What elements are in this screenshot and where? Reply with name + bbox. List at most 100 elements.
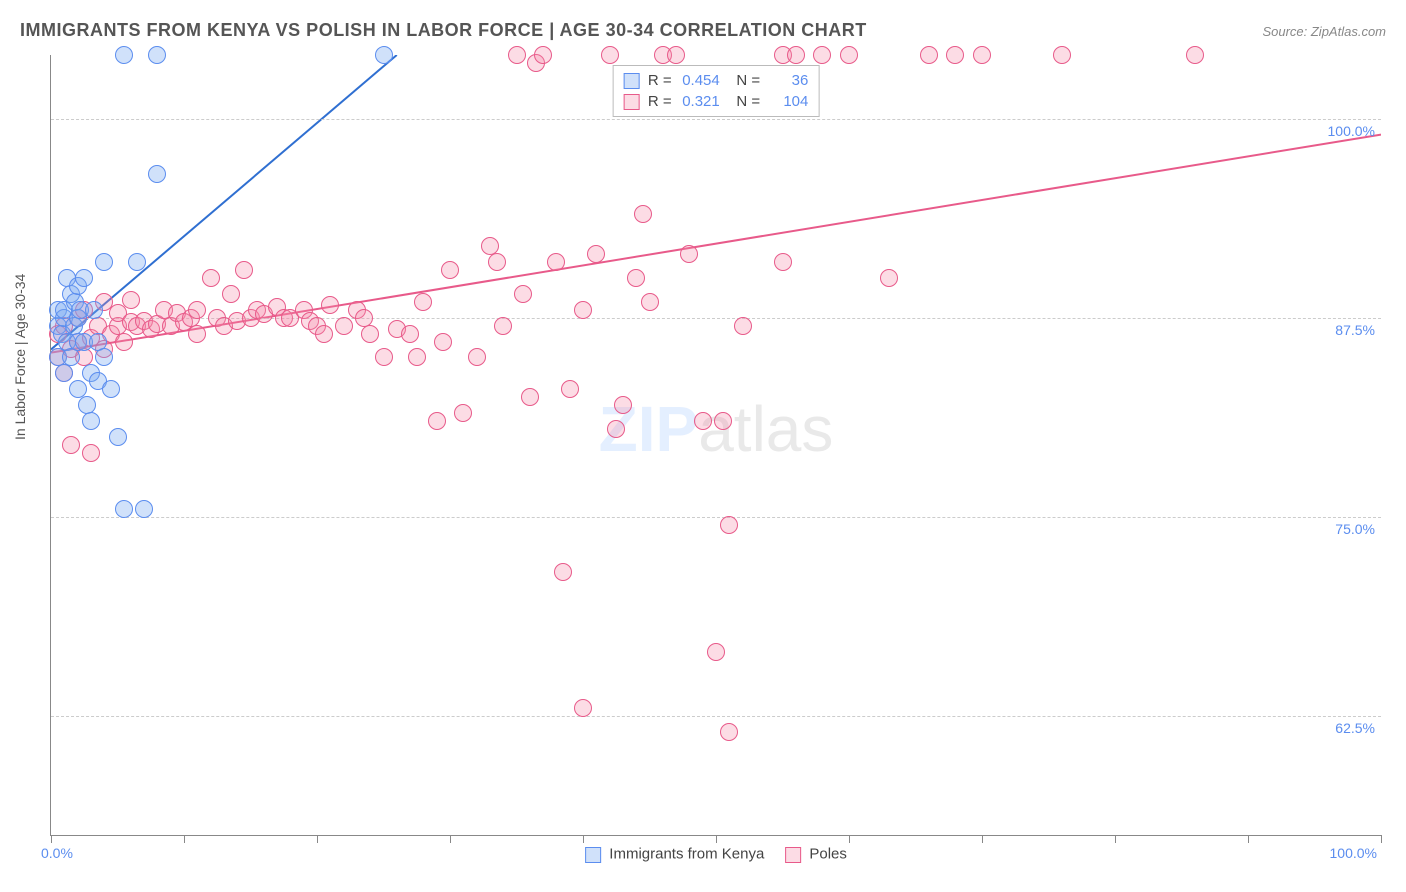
y-axis-tick-label: 62.5% xyxy=(1335,720,1375,736)
x-axis-tick xyxy=(317,835,318,843)
kenya-point xyxy=(85,301,103,319)
r-label: R = xyxy=(648,72,672,89)
poles-point xyxy=(202,269,220,287)
stats-legend-box: R = 0.454 N = 36 R = 0.321 N = 104 xyxy=(613,65,820,117)
poles-point xyxy=(1053,46,1071,64)
poles-point xyxy=(707,643,725,661)
poles-point xyxy=(634,205,652,223)
swatch-poles xyxy=(624,94,640,110)
poles-point xyxy=(734,317,752,335)
poles-point xyxy=(315,325,333,343)
x-axis-tick xyxy=(1381,835,1382,843)
kenya-point xyxy=(82,412,100,430)
poles-point xyxy=(361,325,379,343)
y-axis-title: In Labor Force | Age 30-34 xyxy=(12,274,28,440)
poles-point xyxy=(720,516,738,534)
poles-point xyxy=(720,723,738,741)
chart-title: IMMIGRANTS FROM KENYA VS POLISH IN LABOR… xyxy=(20,20,867,41)
poles-point xyxy=(494,317,512,335)
kenya-point xyxy=(95,253,113,271)
poles-point xyxy=(774,253,792,271)
poles-point xyxy=(188,301,206,319)
poles-point xyxy=(680,245,698,263)
x-axis-tick xyxy=(849,835,850,843)
poles-point xyxy=(973,46,991,64)
poles-point xyxy=(813,46,831,64)
poles-point xyxy=(547,253,565,271)
poles-point xyxy=(454,404,472,422)
n-value-kenya: 36 xyxy=(764,70,808,91)
kenya-point xyxy=(95,348,113,366)
swatch-poles xyxy=(785,847,801,863)
kenya-point xyxy=(128,253,146,271)
kenya-point xyxy=(109,428,127,446)
x-axis-tick xyxy=(51,835,52,843)
x-axis-tick xyxy=(1248,835,1249,843)
y-axis-tick-label: 87.5% xyxy=(1335,322,1375,338)
r-value-kenya: 0.454 xyxy=(676,70,720,91)
poles-point xyxy=(488,253,506,271)
poles-point xyxy=(880,269,898,287)
swatch-kenya xyxy=(585,847,601,863)
x-axis-label-max: 100.0% xyxy=(1330,845,1377,861)
r-label: R = xyxy=(648,93,672,110)
x-axis-tick xyxy=(1115,835,1116,843)
x-axis-label-min: 0.0% xyxy=(41,845,73,861)
bottom-legend: Immigrants from Kenya Poles xyxy=(585,845,847,863)
poles-point xyxy=(468,348,486,366)
kenya-point xyxy=(375,46,393,64)
poles-point xyxy=(554,563,572,581)
r-value-poles: 0.321 xyxy=(676,91,720,112)
poles-point xyxy=(587,245,605,263)
kenya-point xyxy=(148,46,166,64)
poles-point xyxy=(401,325,419,343)
poles-point xyxy=(920,46,938,64)
poles-point xyxy=(1186,46,1204,64)
poles-point xyxy=(641,293,659,311)
kenya-point xyxy=(148,165,166,183)
poles-point xyxy=(82,444,100,462)
poles-point xyxy=(667,46,685,64)
kenya-point xyxy=(102,380,120,398)
poles-point xyxy=(375,348,393,366)
y-axis-tick-label: 75.0% xyxy=(1335,521,1375,537)
watermark: ZIPatlas xyxy=(599,392,834,466)
kenya-point xyxy=(115,500,133,518)
poles-point xyxy=(115,333,133,351)
poles-point xyxy=(235,261,253,279)
plot-area: ZIPatlas R = 0.454 N = 36 R = 0.321 N = … xyxy=(50,55,1381,836)
poles-point xyxy=(574,301,592,319)
n-value-poles: 104 xyxy=(764,91,808,112)
poles-point xyxy=(428,412,446,430)
poles-point xyxy=(946,46,964,64)
x-axis-tick xyxy=(583,835,584,843)
poles-point xyxy=(627,269,645,287)
x-axis-tick xyxy=(716,835,717,843)
source-attribution: Source: ZipAtlas.com xyxy=(1262,24,1386,39)
gridline xyxy=(51,716,1381,717)
poles-point xyxy=(534,46,552,64)
poles-point xyxy=(62,436,80,454)
poles-point xyxy=(521,388,539,406)
poles-point xyxy=(574,699,592,717)
poles-point xyxy=(694,412,712,430)
gridline xyxy=(51,119,1381,120)
poles-point xyxy=(321,296,339,314)
poles-point xyxy=(434,333,452,351)
kenya-point xyxy=(75,269,93,287)
poles-point xyxy=(614,396,632,414)
poles-point xyxy=(335,317,353,335)
poles-point xyxy=(601,46,619,64)
regression-lines xyxy=(51,55,1381,835)
x-axis-tick xyxy=(184,835,185,843)
n-label: N = xyxy=(736,72,760,89)
x-axis-tick xyxy=(450,835,451,843)
kenya-point xyxy=(55,364,73,382)
poles-point xyxy=(188,325,206,343)
legend-label-poles: Poles xyxy=(809,846,847,863)
kenya-point xyxy=(62,348,80,366)
poles-point xyxy=(508,46,526,64)
stats-row-poles: R = 0.321 N = 104 xyxy=(624,91,809,112)
kenya-point xyxy=(115,46,133,64)
n-label: N = xyxy=(736,93,760,110)
